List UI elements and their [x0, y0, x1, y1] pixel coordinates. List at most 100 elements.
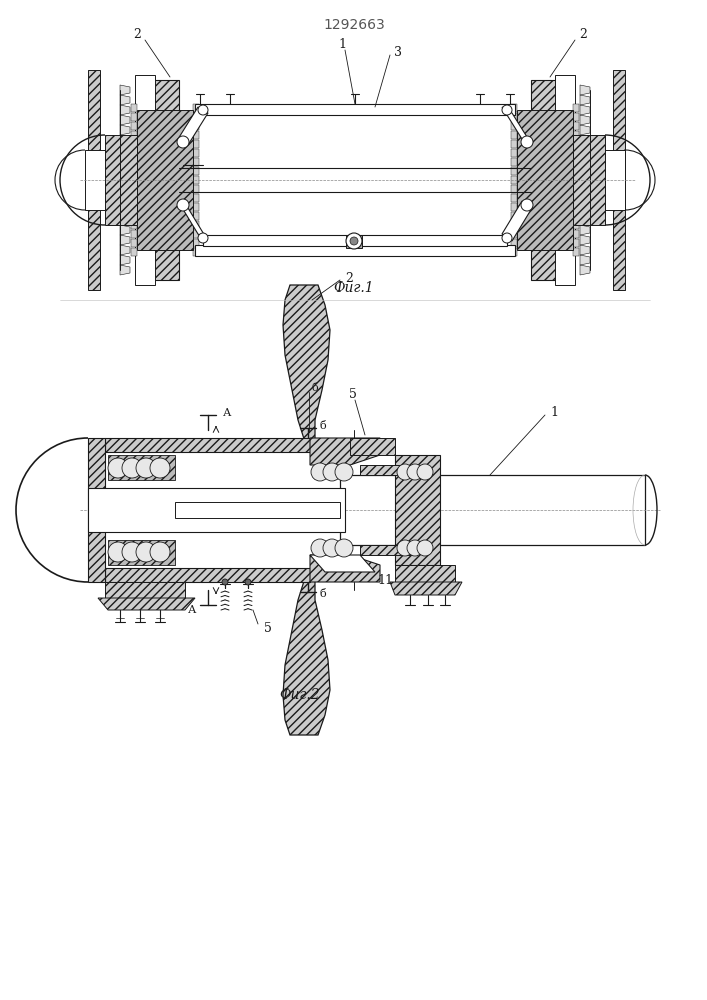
Polygon shape — [120, 135, 130, 145]
Polygon shape — [193, 122, 199, 130]
Polygon shape — [580, 215, 590, 225]
Polygon shape — [390, 582, 462, 595]
Polygon shape — [203, 235, 507, 246]
Polygon shape — [193, 185, 199, 193]
Polygon shape — [193, 158, 199, 166]
Polygon shape — [120, 185, 130, 195]
Polygon shape — [131, 239, 137, 247]
Polygon shape — [310, 555, 380, 582]
Polygon shape — [580, 235, 590, 245]
Polygon shape — [340, 475, 645, 545]
Polygon shape — [573, 185, 579, 193]
Polygon shape — [195, 104, 515, 115]
Polygon shape — [573, 135, 605, 225]
Polygon shape — [573, 221, 579, 229]
Polygon shape — [105, 135, 137, 225]
Polygon shape — [135, 75, 155, 285]
Polygon shape — [573, 149, 579, 157]
Polygon shape — [120, 215, 130, 225]
Circle shape — [136, 542, 156, 562]
Polygon shape — [193, 104, 199, 112]
Polygon shape — [573, 212, 579, 220]
Circle shape — [136, 458, 156, 478]
Polygon shape — [131, 185, 137, 193]
Polygon shape — [195, 245, 515, 256]
Polygon shape — [88, 70, 100, 290]
Polygon shape — [573, 113, 579, 121]
Polygon shape — [511, 131, 517, 139]
Polygon shape — [580, 135, 590, 145]
Polygon shape — [511, 230, 517, 238]
Polygon shape — [193, 113, 199, 121]
Polygon shape — [283, 285, 330, 442]
Polygon shape — [511, 212, 517, 220]
Polygon shape — [580, 175, 590, 185]
Text: б: б — [320, 421, 327, 431]
Circle shape — [108, 542, 128, 562]
Polygon shape — [105, 582, 185, 598]
Polygon shape — [120, 105, 130, 115]
Polygon shape — [193, 194, 199, 202]
Circle shape — [521, 136, 533, 148]
Polygon shape — [511, 149, 517, 157]
Circle shape — [502, 105, 512, 115]
Polygon shape — [131, 131, 137, 139]
Circle shape — [222, 579, 228, 585]
Polygon shape — [131, 221, 137, 229]
Polygon shape — [511, 194, 517, 202]
Text: А: А — [187, 605, 196, 615]
Polygon shape — [580, 155, 590, 165]
Polygon shape — [193, 212, 199, 220]
Text: б: б — [312, 383, 319, 393]
Polygon shape — [310, 555, 375, 572]
Polygon shape — [511, 221, 517, 229]
Polygon shape — [511, 176, 517, 184]
Polygon shape — [573, 176, 579, 184]
Polygon shape — [131, 104, 137, 112]
Polygon shape — [120, 85, 130, 95]
Polygon shape — [580, 245, 590, 255]
Circle shape — [150, 458, 170, 478]
Circle shape — [198, 105, 208, 115]
Circle shape — [311, 539, 329, 557]
Polygon shape — [120, 165, 130, 175]
Polygon shape — [580, 115, 590, 125]
Polygon shape — [151, 80, 179, 280]
Polygon shape — [120, 205, 130, 215]
Polygon shape — [346, 235, 362, 248]
Polygon shape — [511, 248, 517, 256]
Polygon shape — [580, 205, 590, 215]
Polygon shape — [613, 70, 625, 290]
Polygon shape — [580, 125, 590, 135]
Text: 2: 2 — [579, 28, 587, 41]
Polygon shape — [108, 455, 175, 480]
Polygon shape — [573, 122, 579, 130]
Circle shape — [502, 233, 512, 243]
Polygon shape — [573, 194, 579, 202]
Polygon shape — [283, 442, 315, 578]
Polygon shape — [573, 248, 579, 256]
Polygon shape — [131, 212, 137, 220]
Polygon shape — [131, 194, 137, 202]
Polygon shape — [120, 245, 130, 255]
Polygon shape — [580, 95, 590, 105]
Text: б: б — [320, 589, 327, 599]
Polygon shape — [85, 150, 105, 210]
Polygon shape — [573, 239, 579, 247]
Circle shape — [335, 539, 353, 557]
Polygon shape — [573, 230, 579, 238]
Polygon shape — [573, 158, 579, 166]
Circle shape — [177, 136, 189, 148]
Circle shape — [323, 463, 341, 481]
Polygon shape — [193, 248, 199, 256]
Polygon shape — [395, 565, 455, 582]
Polygon shape — [131, 230, 137, 238]
Polygon shape — [580, 195, 590, 205]
Polygon shape — [108, 540, 175, 565]
Polygon shape — [178, 201, 208, 241]
Circle shape — [407, 540, 423, 556]
Polygon shape — [310, 438, 380, 465]
Polygon shape — [350, 438, 395, 455]
Polygon shape — [580, 85, 590, 95]
Polygon shape — [511, 158, 517, 166]
